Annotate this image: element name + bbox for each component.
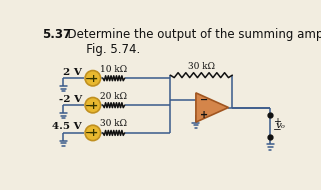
Text: 10 kΩ: 10 kΩ	[100, 65, 127, 74]
Text: 2 V: 2 V	[63, 68, 82, 77]
Text: +: +	[273, 117, 281, 127]
Text: +: +	[89, 128, 99, 138]
Text: −: −	[85, 101, 94, 111]
Text: vₒ: vₒ	[276, 121, 286, 131]
Text: 4.5 V: 4.5 V	[52, 122, 82, 131]
Circle shape	[85, 70, 100, 86]
Text: −: −	[85, 74, 94, 84]
Text: +: +	[200, 110, 208, 120]
Text: 30 kΩ: 30 kΩ	[100, 119, 127, 128]
Text: 30 kΩ: 30 kΩ	[188, 62, 215, 70]
Circle shape	[85, 97, 100, 113]
Text: Determine the output of the summing amplifier in
       Fig. 5.74.: Determine the output of the summing ampl…	[59, 28, 321, 56]
Text: 5.37: 5.37	[42, 28, 72, 41]
Text: -2 V: -2 V	[59, 95, 82, 104]
Circle shape	[85, 125, 100, 141]
Polygon shape	[196, 93, 229, 122]
Text: −: −	[273, 125, 282, 135]
Text: +: +	[89, 101, 99, 111]
Text: +: +	[89, 74, 99, 84]
Text: 20 kΩ: 20 kΩ	[100, 92, 127, 101]
Text: −: −	[200, 94, 208, 104]
Text: −: −	[85, 128, 94, 138]
